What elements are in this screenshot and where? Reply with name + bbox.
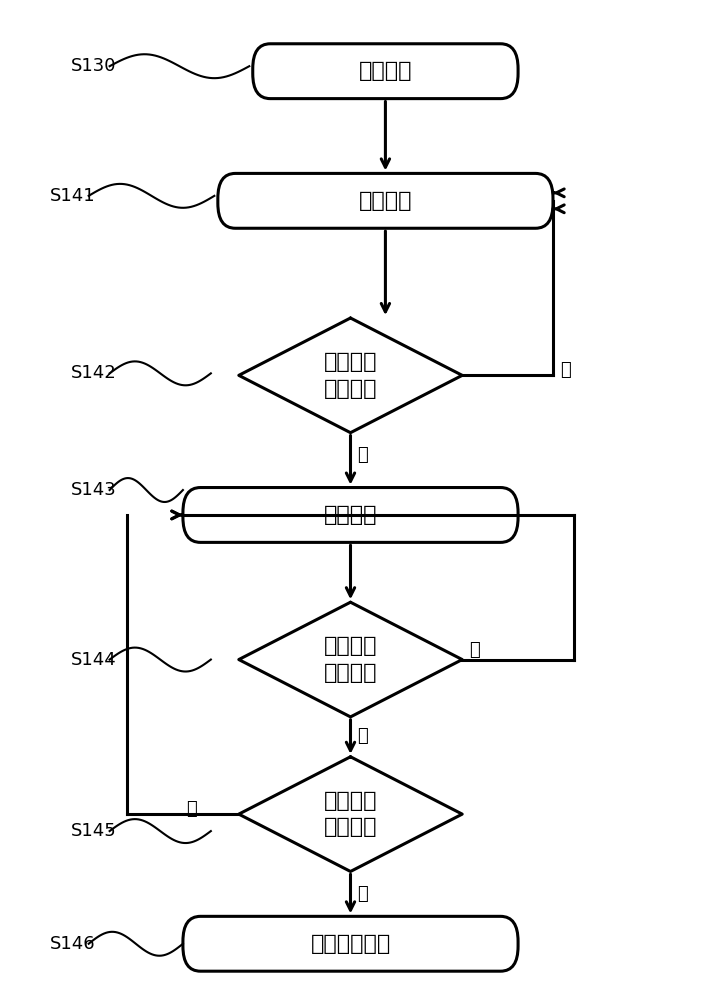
Text: 是: 是 bbox=[469, 641, 480, 659]
Text: S142: S142 bbox=[72, 364, 117, 382]
Text: S130: S130 bbox=[72, 57, 116, 75]
Text: S143: S143 bbox=[72, 481, 117, 499]
Text: S146: S146 bbox=[50, 935, 96, 953]
Polygon shape bbox=[239, 318, 462, 433]
Text: 是否满足
第六条件: 是否满足 第六条件 bbox=[324, 636, 377, 683]
FancyBboxPatch shape bbox=[183, 488, 518, 542]
Text: 否: 否 bbox=[358, 727, 368, 745]
Text: 是: 是 bbox=[358, 885, 368, 903]
Text: 否: 否 bbox=[186, 800, 197, 818]
Text: S145: S145 bbox=[72, 822, 117, 840]
Text: 等待阶段: 等待阶段 bbox=[359, 191, 412, 211]
Text: 起动阶段: 起动阶段 bbox=[324, 505, 377, 525]
Text: 是: 是 bbox=[358, 446, 368, 464]
Text: 否: 否 bbox=[560, 361, 571, 379]
Text: S144: S144 bbox=[72, 651, 117, 669]
FancyBboxPatch shape bbox=[218, 173, 553, 228]
Text: S141: S141 bbox=[50, 187, 96, 205]
Polygon shape bbox=[239, 602, 462, 717]
Text: 起动完成阶段: 起动完成阶段 bbox=[311, 934, 390, 954]
Text: 是否满足
第五条件: 是否满足 第五条件 bbox=[324, 352, 377, 399]
FancyBboxPatch shape bbox=[183, 916, 518, 971]
Polygon shape bbox=[239, 757, 462, 871]
Text: 是否满足
第七条件: 是否满足 第七条件 bbox=[324, 791, 377, 837]
Text: 上电状态: 上电状态 bbox=[359, 61, 412, 81]
FancyBboxPatch shape bbox=[253, 44, 518, 99]
